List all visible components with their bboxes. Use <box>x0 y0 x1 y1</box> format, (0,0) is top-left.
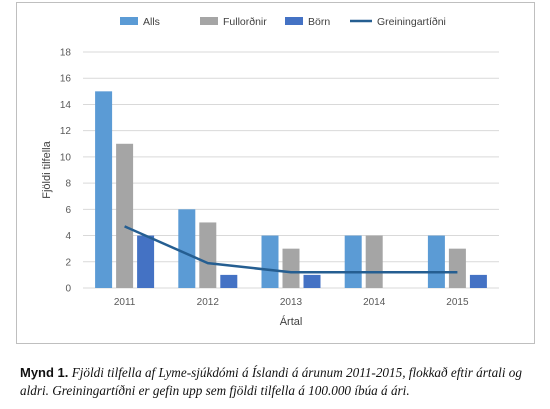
y-tick-label: 12 <box>60 126 72 137</box>
bar-börn <box>303 274 321 288</box>
legend-label: Greiningartíðni <box>377 16 446 28</box>
legend-label: Fullorðnir <box>223 16 267 28</box>
y-tick-label: 0 <box>65 284 71 295</box>
caption-label: Mynd 1. <box>20 365 69 380</box>
bar-börn <box>137 235 155 288</box>
bar-fullorðnir <box>448 248 466 288</box>
bar-fullorðnir <box>365 235 383 288</box>
bar-börn <box>220 274 238 288</box>
y-tick-label: 6 <box>65 205 71 216</box>
y-tick-label: 10 <box>60 152 72 163</box>
caption-text: Fjöldi tilfella af Lyme-sjúkdómi á Íslan… <box>20 365 522 398</box>
legend: Alls Fullorðnir Börn Greiningartíðni <box>120 16 446 28</box>
legend-label: Börn <box>308 16 330 28</box>
x-tick-label: 2015 <box>446 297 469 308</box>
legend-label: Alls <box>143 16 160 28</box>
x-axis-title: Ártal <box>280 315 303 328</box>
bar-fullorðnir <box>199 222 217 288</box>
bar-fullorðnir <box>282 248 300 288</box>
y-tick-label: 8 <box>65 179 71 190</box>
y-tick-label: 2 <box>65 257 71 268</box>
y-tick-label: 14 <box>60 100 72 111</box>
figure-caption: Mynd 1. Fjöldi tilfella af Lyme-sjúkdómi… <box>20 364 535 400</box>
x-tick-label: 2014 <box>363 297 386 308</box>
trend-line <box>124 225 458 274</box>
bar-alls <box>95 91 113 288</box>
bar-börn <box>469 274 487 288</box>
legend-swatch <box>285 17 303 25</box>
x-axis-ticks: 2011 2012 2013 2014 2015 <box>114 297 469 308</box>
x-tick-label: 2011 <box>114 297 136 308</box>
bar-alls <box>261 235 279 288</box>
y-tick-label: 16 <box>60 74 72 85</box>
bar-alls <box>178 209 196 288</box>
y-axis-ticks: 0 2 4 6 8 10 12 14 16 18 <box>60 48 72 295</box>
legend-swatch <box>200 17 218 25</box>
y-tick-label: 4 <box>65 231 71 242</box>
bar-alls <box>344 235 362 288</box>
x-tick-label: 2012 <box>197 297 220 308</box>
y-axis-title: Fjöldi tilfella <box>41 140 53 198</box>
x-tick-label: 2013 <box>280 297 303 308</box>
bar-alls <box>427 235 445 288</box>
bar-fullorðnir <box>116 143 134 288</box>
legend-swatch <box>120 17 138 25</box>
bars <box>95 91 487 288</box>
bar-line-chart: 0 2 4 6 8 10 12 14 16 18 2011 2012 2013 2014 2015 All… <box>41 16 499 328</box>
y-tick-label: 18 <box>60 48 72 59</box>
